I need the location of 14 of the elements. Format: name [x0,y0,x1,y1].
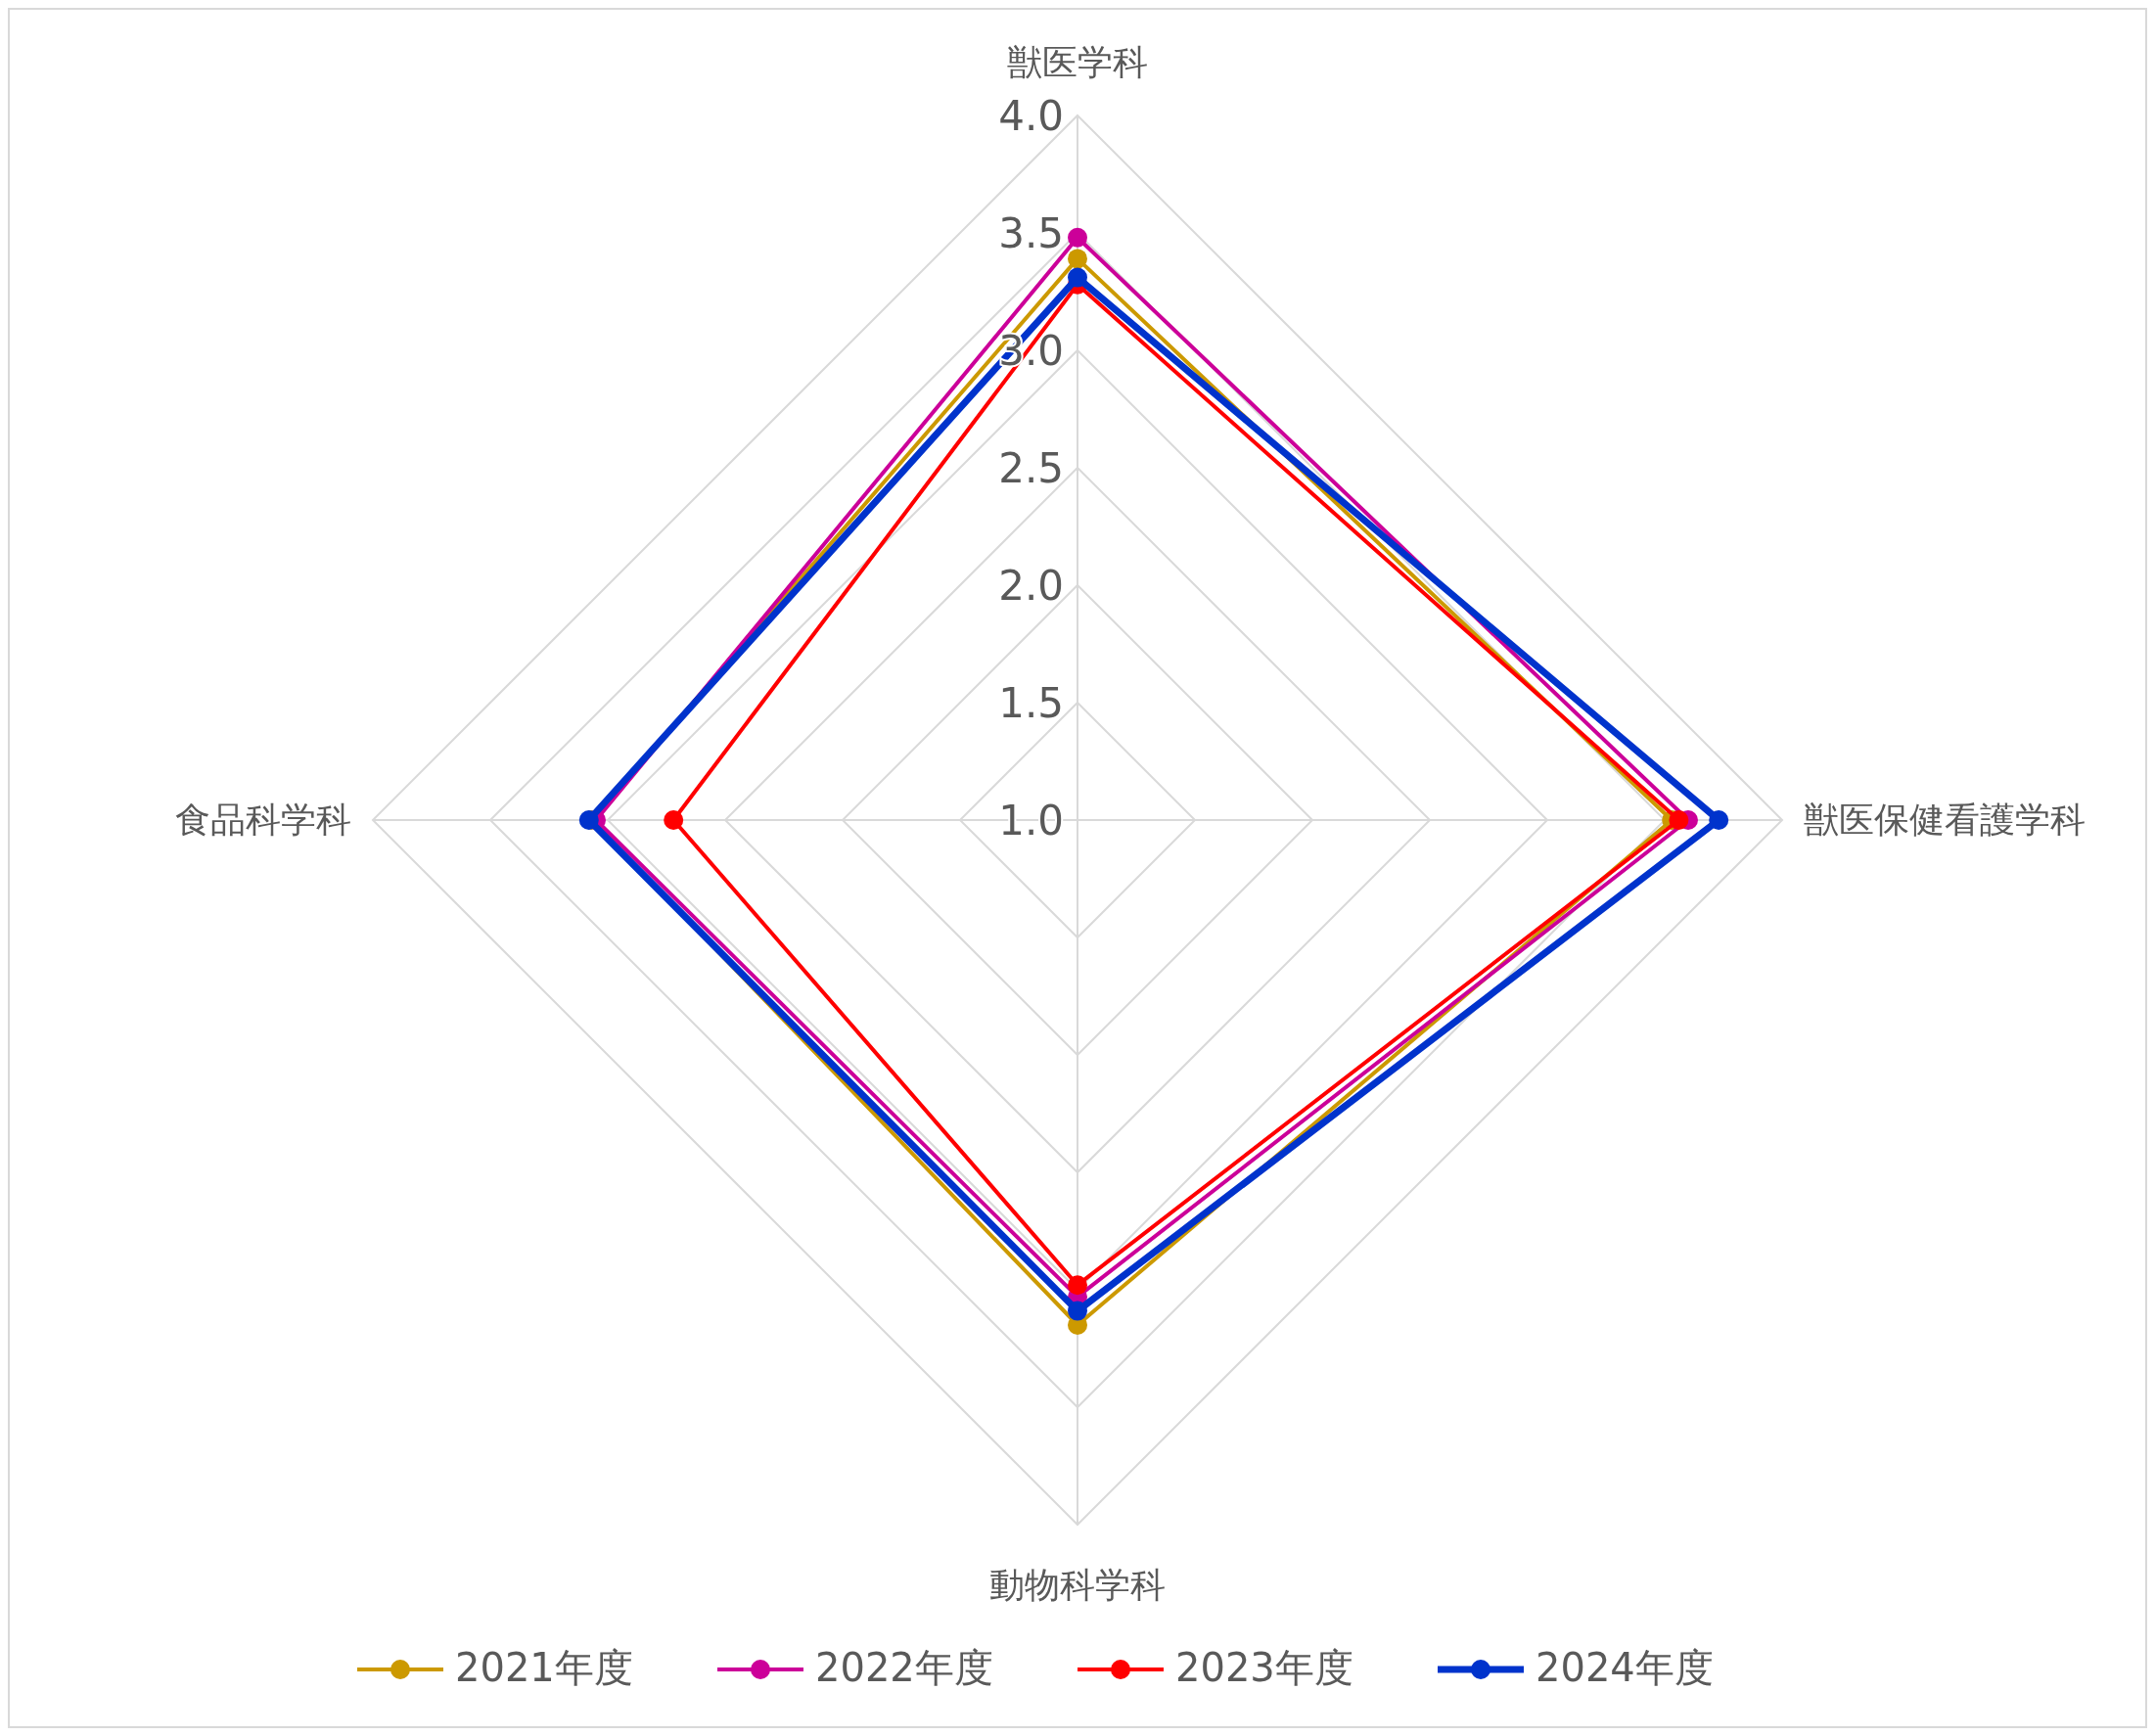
y-tick-label: 2.0 [998,562,1064,610]
spoke-label: 獣医保健看護学科 [1803,799,2086,840]
y-tick-label: 3.5 [998,209,1064,257]
y-tick-label: 4.0 [998,92,1064,140]
y-tick-label: 2.5 [998,444,1064,492]
legend-label: 2023年度 [1175,1645,1353,1690]
y-tick-label: 1.5 [998,679,1064,727]
legend-label: 2024年度 [1536,1645,1714,1690]
y-tick-label: 1.0 [998,797,1064,845]
legend-label: 2022年度 [815,1645,993,1690]
legend-label: 2021年度 [455,1645,633,1690]
spoke-label: 獣医学科 [1007,42,1148,83]
spoke-label: 動物科学科 [989,1564,1166,1605]
spoke-label: 食品科学科 [175,799,352,840]
